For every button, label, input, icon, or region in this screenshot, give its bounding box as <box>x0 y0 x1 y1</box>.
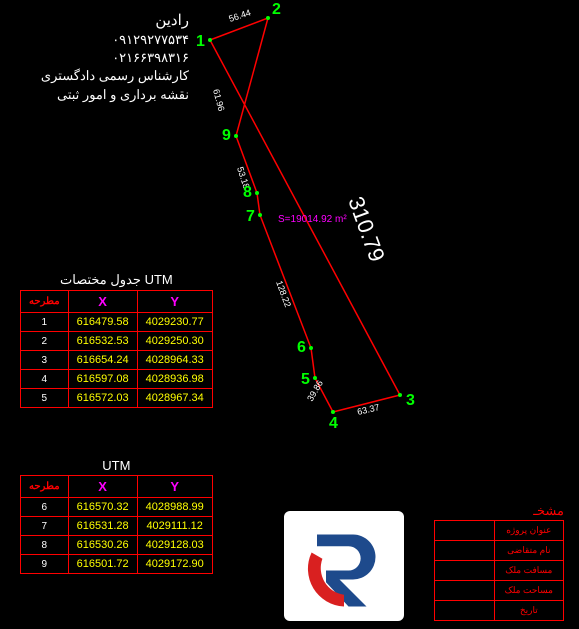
svg-text:61.96: 61.96 <box>211 88 226 112</box>
spec-title: مشخـ <box>533 503 564 519</box>
spec-table: عنوان پروژهنام متقاضیمسافت ملکمساحت ملکت… <box>434 520 564 621</box>
svg-text:1: 1 <box>196 33 205 50</box>
svg-text:3: 3 <box>406 392 415 409</box>
table2-title: UTM <box>20 458 213 473</box>
svg-text:7: 7 <box>246 208 255 225</box>
svg-text:4: 4 <box>329 415 338 432</box>
svg-text:8: 8 <box>243 184 252 201</box>
svg-text:56.44: 56.44 <box>228 7 253 23</box>
svg-text:310.79: 310.79 <box>343 193 390 265</box>
utm-table-2: UTM مطرحهXY6616570.324028988.997616531.2… <box>20 458 213 574</box>
table1-title: جدول مختصات UTM <box>20 272 213 288</box>
svg-text:6: 6 <box>297 339 306 356</box>
svg-text:2: 2 <box>272 1 281 18</box>
svg-text:9: 9 <box>222 127 231 144</box>
logo <box>284 511 404 621</box>
svg-text:5: 5 <box>301 371 310 388</box>
svg-text:S=19014.92 m²: S=19014.92 m² <box>278 214 347 225</box>
utm-table-1: جدول مختصات UTM مطرحهXY1616479.584029230… <box>20 272 213 408</box>
svg-text:63.37: 63.37 <box>356 402 380 417</box>
